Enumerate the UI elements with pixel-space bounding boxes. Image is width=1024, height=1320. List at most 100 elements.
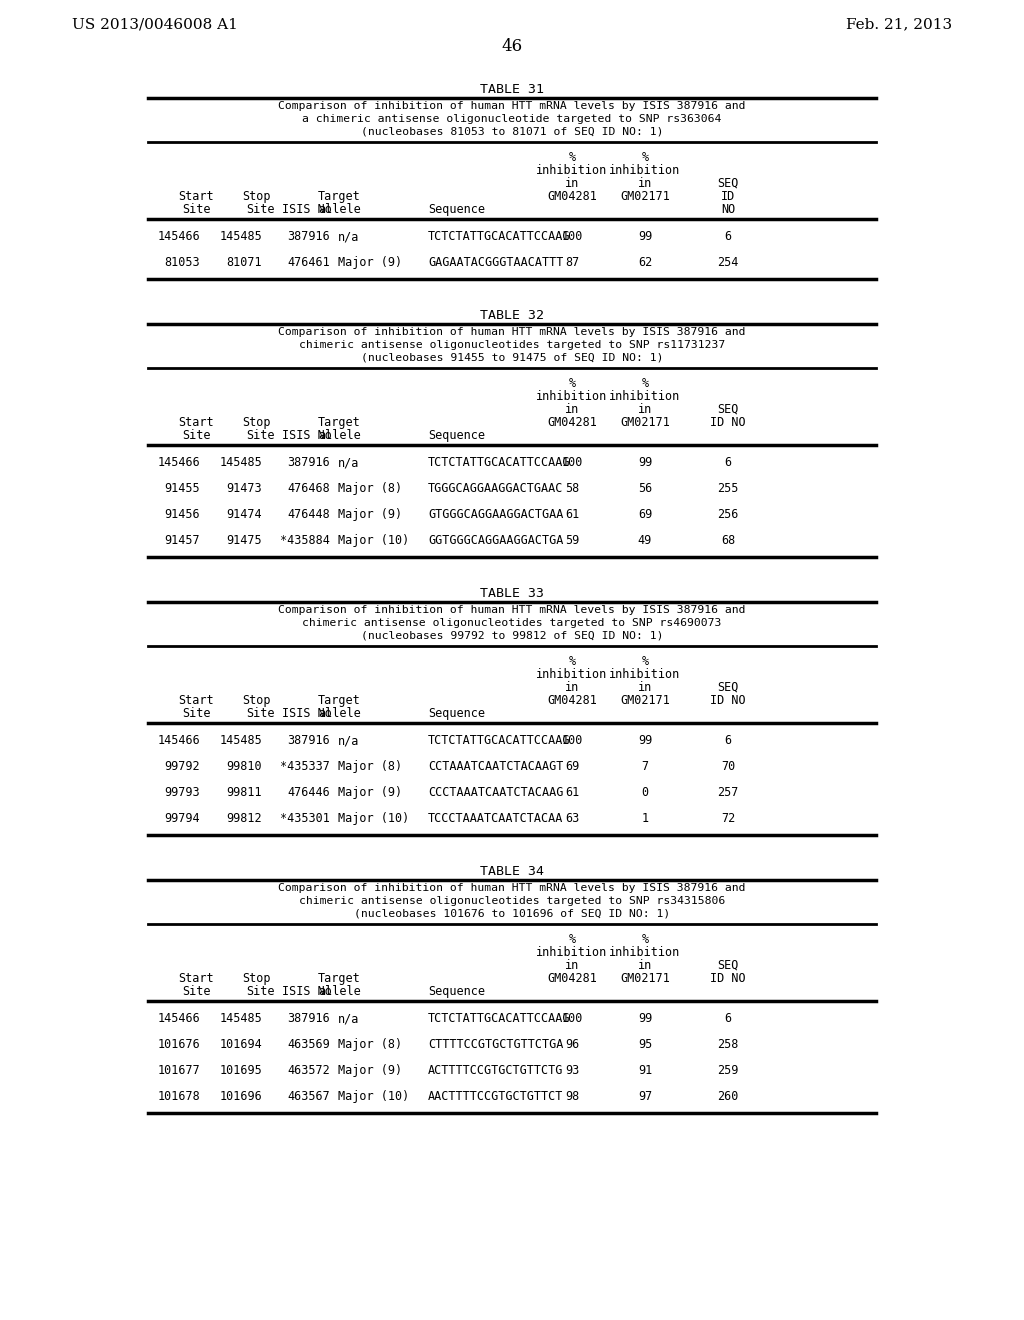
Text: GM04281: GM04281 [547, 416, 597, 429]
Text: ID NO: ID NO [711, 972, 745, 985]
Text: GM02171: GM02171 [621, 972, 670, 985]
Text: Major (9): Major (9) [338, 785, 402, 799]
Text: 254: 254 [718, 256, 738, 269]
Text: Comparison of inhibition of human HTT mRNA levels by ISIS 387916 and: Comparison of inhibition of human HTT mR… [279, 883, 745, 894]
Text: 99: 99 [638, 1012, 652, 1026]
Text: ISIS No: ISIS No [282, 985, 332, 998]
Text: Site: Site [246, 429, 274, 442]
Text: TABLE 32: TABLE 32 [480, 309, 544, 322]
Text: (nucleobases 99792 to 99812 of SEQ ID NO: 1): (nucleobases 99792 to 99812 of SEQ ID NO… [360, 631, 664, 642]
Text: CCTAAATCAATCTACAAGT: CCTAAATCAATCTACAAGT [428, 760, 563, 774]
Text: 99: 99 [638, 455, 652, 469]
Text: 387916: 387916 [288, 734, 330, 747]
Text: 145466: 145466 [158, 1012, 200, 1026]
Text: Sequence: Sequence [428, 429, 485, 442]
Text: %: % [641, 655, 648, 668]
Text: ISIS No: ISIS No [282, 429, 332, 442]
Text: 1: 1 [641, 812, 648, 825]
Text: GM04281: GM04281 [547, 694, 597, 708]
Text: ISIS No: ISIS No [282, 708, 332, 719]
Text: Site: Site [182, 429, 211, 442]
Text: Major (10): Major (10) [338, 1090, 410, 1104]
Text: 91473: 91473 [226, 482, 262, 495]
Text: 145485: 145485 [219, 1012, 262, 1026]
Text: US 2013/0046008 A1: US 2013/0046008 A1 [72, 17, 238, 30]
Text: Major (10): Major (10) [338, 812, 410, 825]
Text: 91456: 91456 [165, 508, 200, 521]
Text: ID: ID [721, 190, 735, 203]
Text: chimeric antisense oligonucleotides targeted to SNP rs11731237: chimeric antisense oligonucleotides targ… [299, 341, 725, 350]
Text: Major (10): Major (10) [338, 535, 410, 546]
Text: Site: Site [182, 203, 211, 216]
Text: 96: 96 [565, 1038, 580, 1051]
Text: Major (9): Major (9) [338, 508, 402, 521]
Text: GM02171: GM02171 [621, 416, 670, 429]
Text: 100: 100 [561, 734, 583, 747]
Text: chimeric antisense oligonucleotides targeted to SNP rs4690073: chimeric antisense oligonucleotides targ… [302, 618, 722, 628]
Text: 387916: 387916 [288, 230, 330, 243]
Text: TCCCTAAATCAATCTACAA: TCCCTAAATCAATCTACAA [428, 812, 563, 825]
Text: *435884: *435884 [281, 535, 330, 546]
Text: 463572: 463572 [288, 1064, 330, 1077]
Text: Major (8): Major (8) [338, 482, 402, 495]
Text: %: % [568, 655, 575, 668]
Text: 95: 95 [638, 1038, 652, 1051]
Text: 387916: 387916 [288, 1012, 330, 1026]
Text: %: % [641, 933, 648, 946]
Text: in: in [638, 960, 652, 972]
Text: in: in [565, 681, 580, 694]
Text: 91474: 91474 [226, 508, 262, 521]
Text: 6: 6 [724, 230, 731, 243]
Text: 145485: 145485 [219, 230, 262, 243]
Text: 387916: 387916 [288, 455, 330, 469]
Text: chimeric antisense oligonucleotides targeted to SNP rs34315806: chimeric antisense oligonucleotides targ… [299, 896, 725, 906]
Text: 145485: 145485 [219, 734, 262, 747]
Text: Site: Site [246, 708, 274, 719]
Text: Site: Site [182, 708, 211, 719]
Text: Start: Start [178, 972, 214, 985]
Text: 46: 46 [502, 38, 522, 55]
Text: 99810: 99810 [226, 760, 262, 774]
Text: SEQ: SEQ [718, 681, 738, 694]
Text: 49: 49 [638, 535, 652, 546]
Text: 6: 6 [724, 455, 731, 469]
Text: Target: Target [318, 416, 360, 429]
Text: Feb. 21, 2013: Feb. 21, 2013 [846, 17, 952, 30]
Text: Start: Start [178, 694, 214, 708]
Text: GGTGGGCAGGAAGGACTGA: GGTGGGCAGGAAGGACTGA [428, 535, 563, 546]
Text: ID NO: ID NO [711, 694, 745, 708]
Text: 255: 255 [718, 482, 738, 495]
Text: inhibition: inhibition [609, 164, 681, 177]
Text: %: % [641, 150, 648, 164]
Text: Major (9): Major (9) [338, 1064, 402, 1077]
Text: 56: 56 [638, 482, 652, 495]
Text: 81053: 81053 [165, 256, 200, 269]
Text: inhibition: inhibition [609, 389, 681, 403]
Text: n/a: n/a [338, 455, 359, 469]
Text: 63: 63 [565, 812, 580, 825]
Text: TGGGCAGGAAGGACTGAAC: TGGGCAGGAAGGACTGAAC [428, 482, 563, 495]
Text: 69: 69 [565, 760, 580, 774]
Text: 91475: 91475 [226, 535, 262, 546]
Text: CCCTAAATCAATCTACAAG: CCCTAAATCAATCTACAAG [428, 785, 563, 799]
Text: 61: 61 [565, 785, 580, 799]
Text: GM04281: GM04281 [547, 190, 597, 203]
Text: Stop: Stop [242, 416, 270, 429]
Text: allele: allele [318, 429, 360, 442]
Text: 259: 259 [718, 1064, 738, 1077]
Text: TABLE 31: TABLE 31 [480, 83, 544, 96]
Text: 101678: 101678 [158, 1090, 200, 1104]
Text: 476468: 476468 [288, 482, 330, 495]
Text: 100: 100 [561, 1012, 583, 1026]
Text: 59: 59 [565, 535, 580, 546]
Text: 476461: 476461 [288, 256, 330, 269]
Text: (nucleobases 91455 to 91475 of SEQ ID NO: 1): (nucleobases 91455 to 91475 of SEQ ID NO… [360, 352, 664, 363]
Text: TABLE 34: TABLE 34 [480, 865, 544, 878]
Text: %: % [568, 933, 575, 946]
Text: 7: 7 [641, 760, 648, 774]
Text: GTGGGCAGGAAGGACTGAA: GTGGGCAGGAAGGACTGAA [428, 508, 563, 521]
Text: 260: 260 [718, 1090, 738, 1104]
Text: n/a: n/a [338, 1012, 359, 1026]
Text: 476446: 476446 [288, 785, 330, 799]
Text: GM04281: GM04281 [547, 972, 597, 985]
